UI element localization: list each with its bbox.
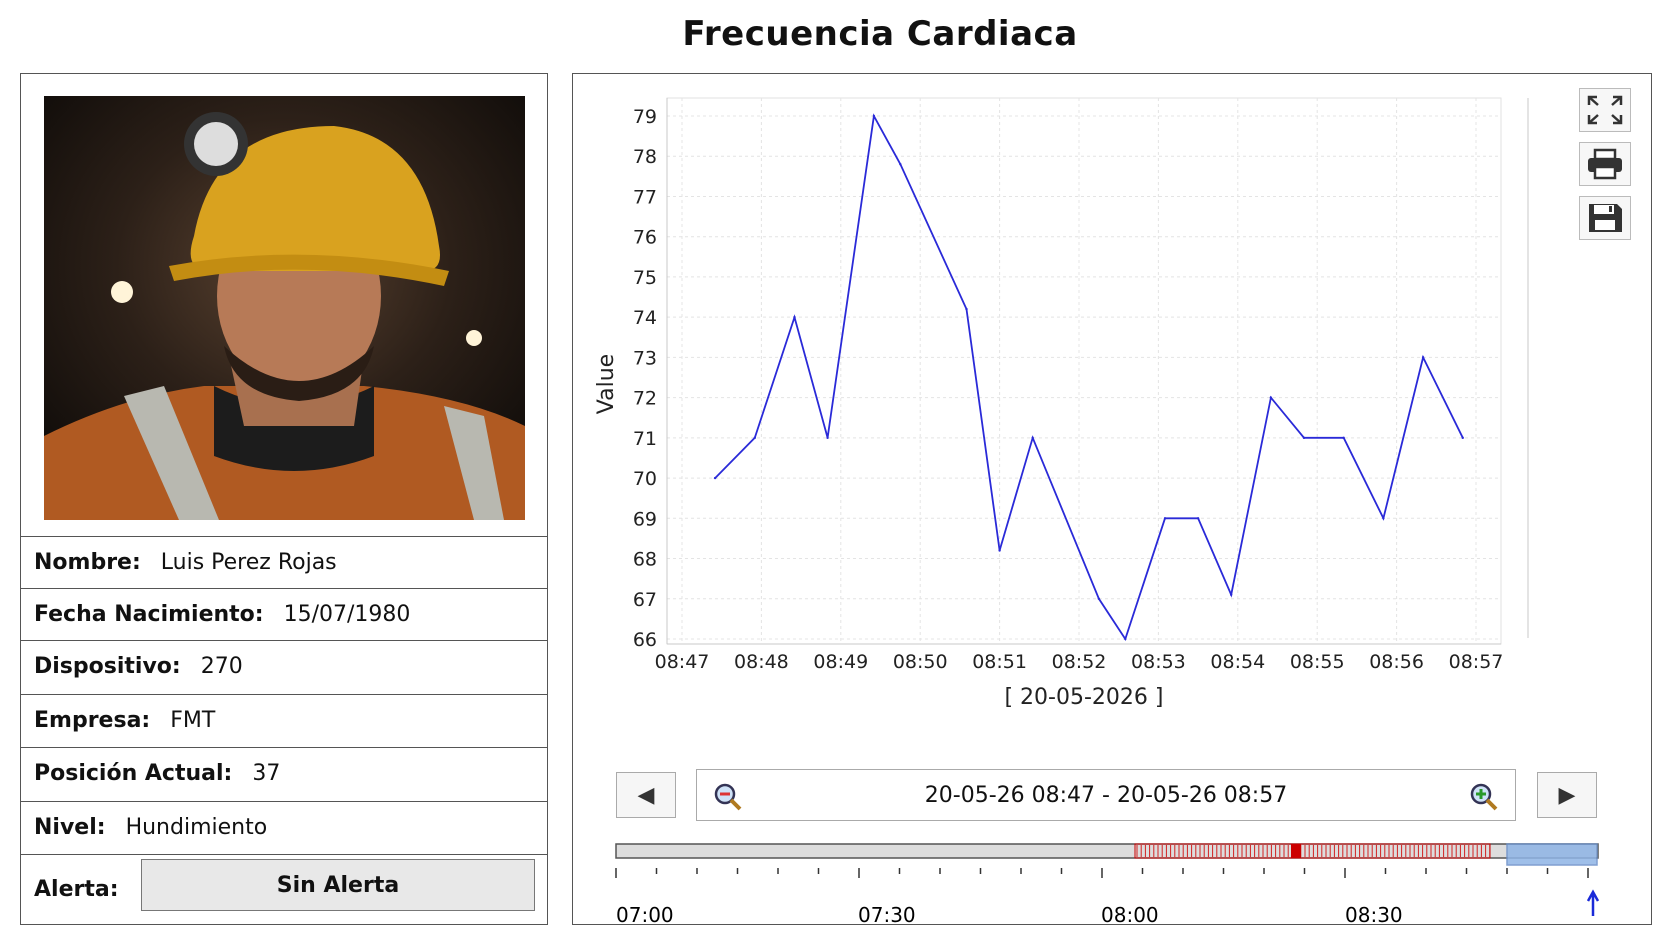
x-axis-label: [ 20-05-2026 ] (1004, 685, 1163, 710)
x-tick-label: 08:48 (734, 651, 789, 673)
info-row-dispositivo: Dispositivo: 270 (21, 640, 547, 692)
empresa-value: FMT (170, 708, 216, 733)
page-title: Frecuencia Cardiaca (682, 14, 1078, 54)
data-point (1421, 356, 1425, 359)
zoom-in-icon[interactable] (1469, 782, 1499, 812)
x-tick-label: 08:54 (1210, 651, 1265, 673)
data-point (1097, 597, 1101, 600)
x-tick-label: 08:56 (1369, 651, 1424, 673)
info-row-alerta: Alerta: Sin Alerta (21, 854, 547, 924)
data-point (753, 436, 756, 440)
data-point (1031, 436, 1034, 440)
time-range-text: 20-05-26 08:47 - 20-05-26 08:57 (924, 782, 1288, 808)
dispositivo-label: Dispositivo: (34, 654, 181, 679)
data-point (713, 476, 717, 480)
dispositivo-value: 270 (200, 654, 243, 679)
data-point (826, 436, 829, 440)
y-axis-label: Value (594, 354, 619, 414)
data-point (1269, 396, 1273, 399)
x-tick-label: 08:50 (893, 651, 948, 673)
data-point (793, 315, 796, 319)
nav-tick-label: 07:00 (616, 903, 674, 927)
posicion-actual-label: Posición Actual: (34, 761, 233, 786)
data-point (899, 163, 902, 166)
data-point (998, 549, 1001, 552)
left-arrow-icon: ◀ (637, 782, 655, 808)
data-point (1382, 517, 1385, 520)
x-tick-label: 08:49 (813, 651, 868, 673)
y-tick-label: 74 (633, 307, 657, 329)
y-tick-label: 69 (633, 508, 657, 530)
nivel-value: Hundimiento (125, 815, 268, 840)
fecha-nacimiento-label: Fecha Nacimiento: (34, 602, 264, 627)
x-tick-label: 08:53 (1131, 651, 1186, 673)
zoom-out-icon[interactable] (713, 782, 743, 812)
save-button[interactable] (1579, 196, 1631, 240)
info-row-nivel: Nivel: Hundimiento (21, 801, 547, 853)
x-tick-label: 08:47 (655, 651, 710, 673)
time-range-display: 20-05-26 08:47 - 20-05-26 08:57 (696, 769, 1516, 821)
timeline-selection-handle (1506, 843, 1598, 866)
heart-rate-line (714, 113, 1464, 642)
data-point (1229, 593, 1233, 596)
y-tick-label: 78 (633, 146, 657, 168)
info-row-nombre: Nombre: Luis Perez Rojas (21, 536, 547, 588)
data-point (1461, 436, 1464, 440)
data-point (1196, 517, 1200, 520)
y-tick-label: 71 (633, 428, 657, 450)
x-tick-label: 08:51 (972, 651, 1027, 673)
right-arrow-icon: ▶ (1558, 782, 1576, 808)
data-point (872, 114, 876, 118)
worker-info-panel: Nombre: Luis Perez Rojas Fecha Nacimient… (20, 73, 548, 925)
y-tick-label: 67 (633, 589, 657, 611)
x-tick-label: 08:52 (1052, 651, 1107, 673)
y-tick-label: 73 (633, 347, 657, 369)
next-range-button[interactable]: ▶ (1537, 772, 1597, 818)
plot-area (666, 97, 1502, 645)
y-tick-label: 75 (633, 267, 657, 289)
nav-tick-label: 08:30 (1345, 903, 1403, 927)
save-icon (1589, 204, 1622, 232)
fullscreen-icon (1587, 95, 1623, 125)
fecha-nacimiento-value: 15/07/1980 (283, 602, 411, 627)
posicion-actual-value: 37 (252, 761, 281, 786)
timeline-navigator[interactable]: 07:00 07:30 08:00 08:30 (573, 834, 1653, 944)
alerta-label: Alerta: (34, 877, 119, 902)
data-point (965, 307, 968, 311)
alert-status-button[interactable]: Sin Alerta (141, 859, 535, 911)
heart-rate-chart: 66 67 68 69 70 71 72 73 74 75 76 77 78 79 08:47 08:48 08… (594, 97, 1529, 710)
info-row-fecha-nacimiento: Fecha Nacimiento: 15/07/1980 (21, 588, 547, 640)
worker-photo (44, 96, 525, 520)
nav-tick-label: 08:00 (1101, 903, 1159, 927)
nombre-label: Nombre: (34, 550, 141, 575)
info-row-empresa: Empresa: FMT (21, 694, 547, 746)
data-point (1124, 637, 1127, 641)
y-tick-label: 66 (633, 629, 657, 651)
y-tick-label: 70 (633, 468, 657, 490)
fullscreen-button[interactable] (1579, 88, 1631, 132)
nombre-value: Luis Perez Rojas (160, 550, 337, 575)
nav-tick-label: 07:30 (858, 903, 916, 927)
print-button[interactable] (1579, 142, 1631, 186)
nivel-label: Nivel: (34, 815, 106, 840)
x-tick-label: 08:57 (1449, 651, 1504, 673)
info-row-posicion-actual: Posición Actual: 37 (21, 747, 547, 799)
y-tick-label: 72 (633, 388, 657, 410)
y-tick-label: 76 (633, 227, 657, 249)
prev-range-button[interactable]: ◀ (616, 772, 676, 818)
print-icon (1588, 148, 1622, 180)
data-point (1342, 436, 1345, 440)
y-tick-label: 77 (633, 186, 657, 208)
y-tick-label: 79 (633, 106, 657, 128)
data-point (1302, 436, 1306, 440)
current-time-arrow-icon (1586, 889, 1600, 916)
data-point (1163, 517, 1167, 520)
chart-panel: 66 67 68 69 70 71 72 73 74 75 76 77 78 79 08:47 08:48 08… (572, 73, 1652, 927)
x-tick-label: 08:55 (1290, 651, 1345, 673)
empresa-label: Empresa: (34, 708, 151, 733)
y-tick-label: 68 (633, 549, 657, 571)
